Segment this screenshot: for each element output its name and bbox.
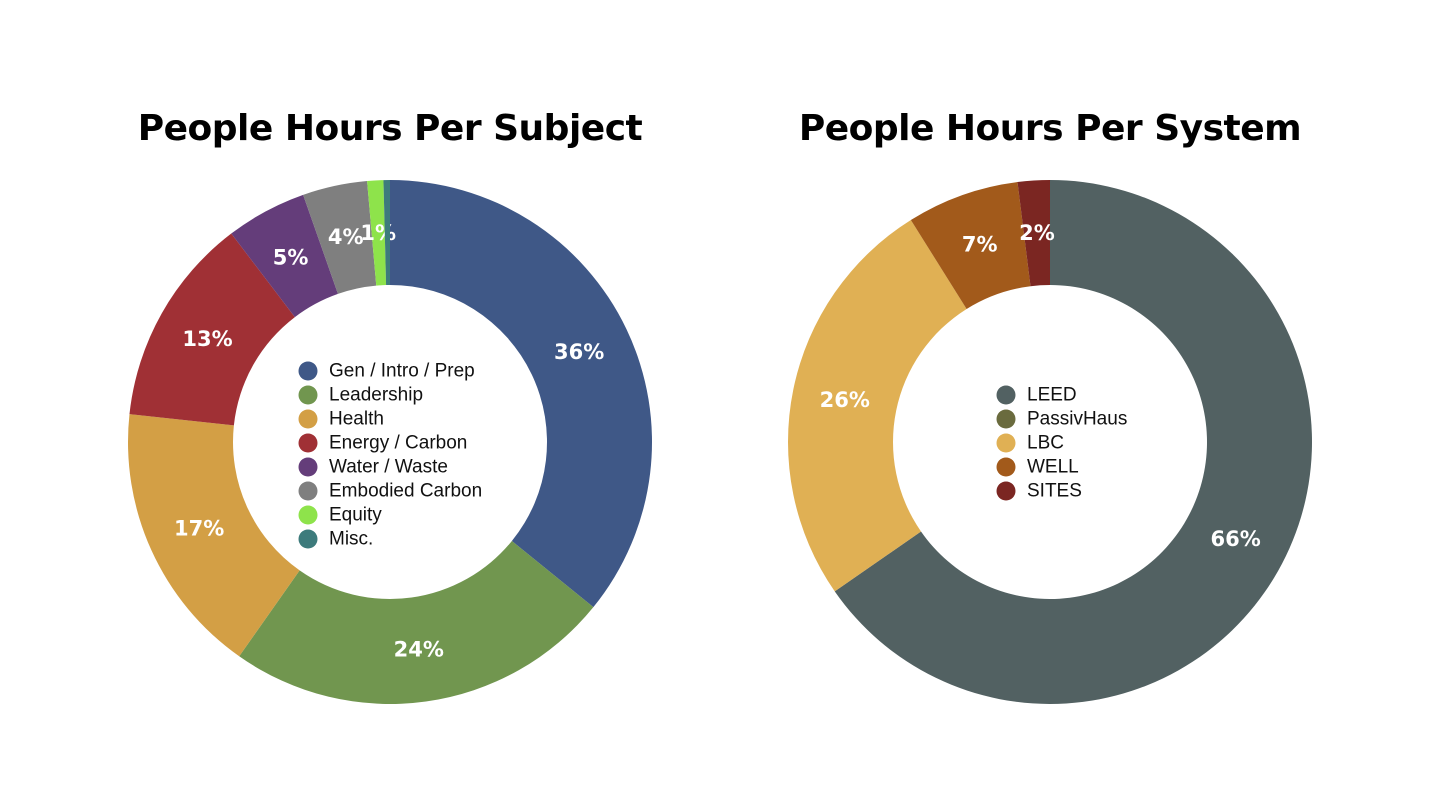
slice-label-subject-5: 4% — [328, 225, 364, 249]
slice-subject-7 — [383, 180, 390, 286]
legend-swatch-subject-4 — [298, 457, 318, 477]
legend-swatch-system-0 — [996, 385, 1016, 405]
legend-label-system-1: PassivHaus — [1027, 409, 1127, 430]
legend-label-subject-7: Misc. — [329, 529, 373, 550]
legend-swatch-subject-7 — [298, 529, 318, 549]
legend-swatch-system-1 — [996, 409, 1016, 429]
slice-label-subject-0: 36% — [554, 340, 604, 364]
legend-swatch-subject-0 — [298, 361, 318, 381]
legend-label-subject-4: Water / Waste — [329, 457, 448, 478]
slice-subject-6 — [367, 180, 387, 286]
legend-swatch-subject-6 — [298, 505, 318, 525]
legend-system: LEED PassivHaus LBC WELL SITES — [996, 385, 1127, 502]
slice-label-system-3: 7% — [962, 233, 998, 257]
legend-subject: Gen / Intro / Prep Leadership Health Energy… — [298, 361, 482, 550]
legend-label-subject-1: Leadership — [329, 385, 423, 406]
legend-label-system-4: SITES — [1027, 481, 1082, 502]
legend-label-subject-0: Gen / Intro / Prep — [329, 361, 475, 382]
legend-swatch-system-3 — [996, 457, 1016, 477]
donut-system: 66% 26% 7% 2% — [788, 180, 1312, 704]
slice-subject-0 — [390, 180, 652, 608]
slice-label-system-4: 2% — [1019, 221, 1055, 245]
legend-label-subject-3: Energy / Carbon — [329, 433, 467, 454]
slice-label-subject-2: 17% — [174, 516, 224, 540]
slice-subject-5 — [303, 181, 377, 294]
slice-label-subject-4: 5% — [273, 246, 309, 270]
slice-system-0 — [834, 180, 1312, 704]
slice-label-subject-6: 1% — [360, 221, 396, 245]
slice-subject-3 — [129, 233, 295, 426]
legend-label-system-3: WELL — [1027, 457, 1079, 478]
slice-subject-4 — [231, 194, 338, 318]
slice-label-subject-3: 13% — [182, 327, 232, 351]
legend-swatch-subject-5 — [298, 481, 318, 501]
slice-label-system-0: 66% — [1210, 527, 1260, 551]
chart-title-system: People Hours Per System — [798, 108, 1302, 149]
slice-subject-1 — [239, 540, 594, 705]
legend-swatch-subject-2 — [298, 409, 318, 429]
legend-swatch-subject-1 — [298, 385, 318, 405]
legend-label-system-2: LBC — [1027, 433, 1064, 454]
donut-subject: 36% 24% 17% 13% 5% 4%1% — [127, 180, 652, 705]
legend-label-subject-5: Embodied Carbon — [329, 481, 482, 502]
legend-label-system-0: LEED — [1027, 385, 1077, 406]
slice-subject-2 — [127, 414, 300, 657]
legend-label-subject-6: Equity — [329, 505, 382, 526]
slice-label-system-2: 26% — [820, 388, 870, 412]
slice-system-3 — [910, 182, 1031, 309]
slice-label-subject-1: 24% — [394, 638, 444, 662]
legend-swatch-system-4 — [996, 481, 1016, 501]
slice-system-4 — [1017, 180, 1050, 287]
slice-system-2 — [788, 220, 967, 592]
legend-label-subject-2: Health — [329, 409, 384, 430]
legend-swatch-system-2 — [996, 433, 1016, 453]
legend-swatch-subject-3 — [298, 433, 318, 453]
chart-title-subject: People Hours Per Subject — [137, 108, 643, 149]
